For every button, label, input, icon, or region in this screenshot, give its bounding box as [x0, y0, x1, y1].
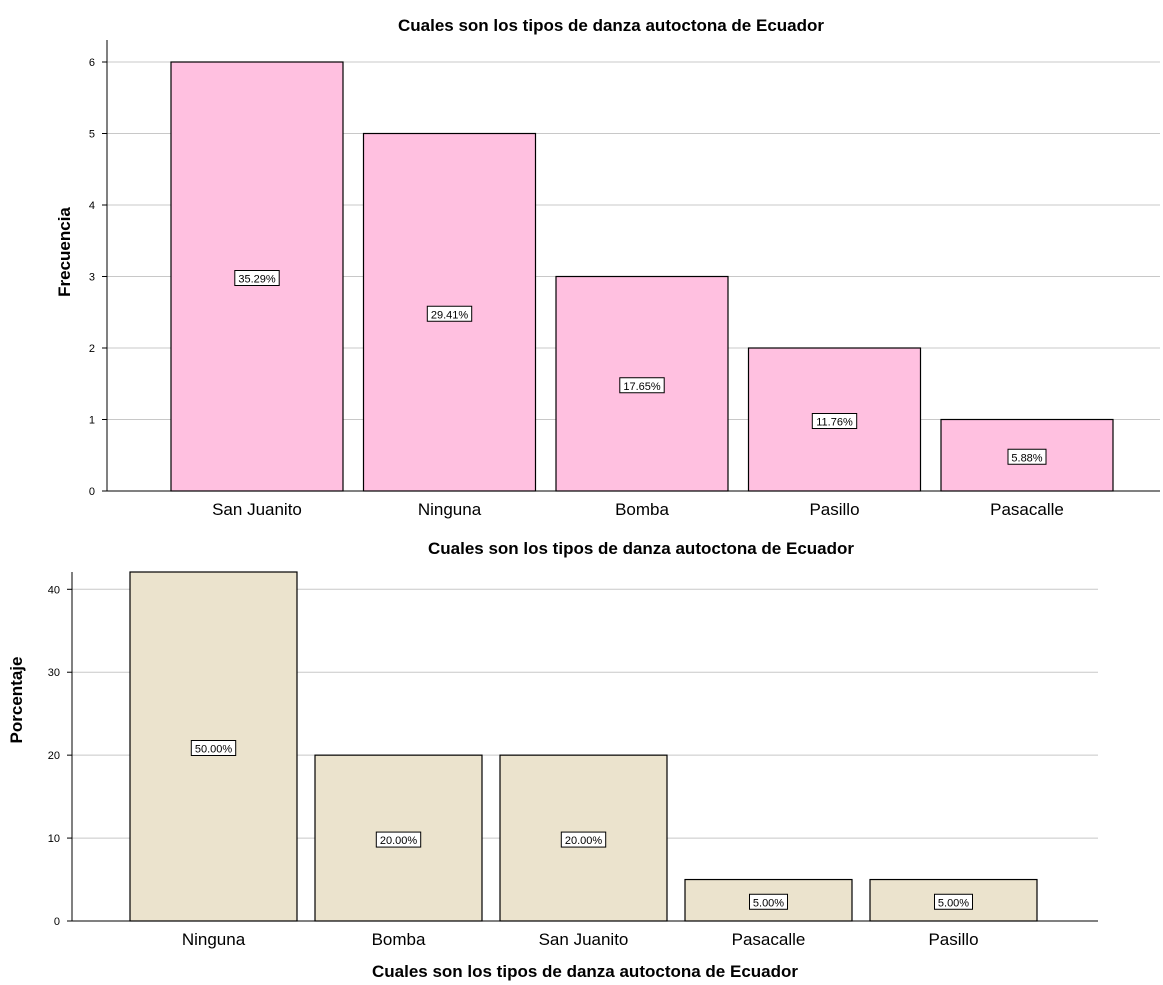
chart-2-data-label-box: [934, 893, 973, 910]
chart-2-data-label: 20.00%: [565, 835, 603, 847]
chart-1-x-tick-label: Pasillo: [809, 500, 859, 519]
chart-1-y-tick-label: 3: [89, 272, 95, 284]
chart-2-data-label-box: [375, 831, 422, 848]
chart-1-y-axis-label: Frecuencia: [55, 207, 74, 297]
chart-2-bars: 50.00% 20.00% 20.00% 5.00% 5.00%: [129, 571, 1038, 922]
chart-2-data-label: 5.00%: [938, 897, 969, 909]
chart-1-x-tick-label: Bomba: [615, 500, 669, 519]
chart-1-y-tick-label: 5: [89, 129, 95, 141]
chart-2-x-tick-label: Pasacalle: [732, 930, 806, 949]
chart-2-y-tick-label: 20: [48, 750, 60, 762]
chart-1-data-label-box: [811, 413, 858, 429]
chart-2-data-label-box: [190, 740, 237, 756]
chart-1-data-label-box: [619, 377, 665, 394]
chart-1-y-tick-label: 4: [89, 200, 95, 212]
chart-2-y-tick-label: 40: [48, 584, 60, 596]
chart-1-y-tick-label: 1: [89, 415, 95, 427]
chart-2-y-axis-label: Porcentaje: [7, 657, 26, 744]
chart-1-data-label-box: [1007, 448, 1047, 465]
chart-1-data-label-box: [426, 305, 473, 322]
chart-2-x-tick-label: Pasillo: [928, 930, 978, 949]
chart-1-y-tick-label: 2: [89, 343, 95, 355]
chart-2-axes: 0 10 20 30 40 Ninguna Bomba San Juanito Pasacall…: [48, 572, 1098, 949]
chart-1-data-label: 5.88%: [1011, 452, 1042, 464]
chart-2-x-tick-label: Ninguna: [182, 930, 246, 949]
chart-2-data-label: 20.00%: [380, 835, 418, 847]
chart-2-data-label: 50.00%: [195, 744, 233, 756]
chart-2-title: Cuales son los tipos de danza autoctona …: [428, 539, 854, 558]
chart-1-data-label: 35.29%: [238, 274, 276, 286]
chart-1-data-label: 17.65%: [623, 381, 661, 393]
chart-1-axes: 0 1 2 3 4 5 6 San Juanito Ninguna Bomba Pasillo Pas…: [89, 40, 1160, 519]
chart-1-x-tick-label: Pasacalle: [990, 500, 1064, 519]
chart-2-data-label-box: [749, 893, 788, 910]
chart-2-data-label: 5.00%: [753, 897, 784, 909]
chart-2: Cuales son los tipos de danza autoctona …: [7, 539, 1098, 981]
chart-1-data-label-box: [234, 270, 280, 286]
chart-2-y-tick-label: 30: [48, 667, 60, 679]
chart-2-y-tick-label: 10: [48, 833, 60, 845]
chart-1-data-label: 11.76%: [816, 417, 853, 429]
chart-1-y-tick-label: 6: [89, 57, 95, 69]
chart-1-data-label: 29.41%: [431, 309, 469, 321]
chart-2-y-tick-label: 0: [54, 916, 60, 928]
chart-1-bars: 35.29% 29.41% 17.65% 11.76% 5.88%: [170, 61, 1114, 492]
chart-1-x-tick-label: San Juanito: [212, 500, 302, 519]
chart-1-y-tick-label: 0: [89, 486, 95, 498]
chart-2-x-tick-label: San Juanito: [539, 930, 629, 949]
chart-2-data-label-box: [560, 831, 607, 848]
chart-1: Cuales son los tipos de danza autoctona …: [55, 16, 1160, 519]
chart-1-title: Cuales son los tipos de danza autoctona …: [398, 16, 824, 35]
chart-2-x-axis-label: Cuales son los tipos de danza autoctona …: [372, 962, 798, 981]
chart-2-x-tick-label: Bomba: [372, 930, 426, 949]
chart-1-x-tick-label: Ninguna: [418, 500, 482, 519]
